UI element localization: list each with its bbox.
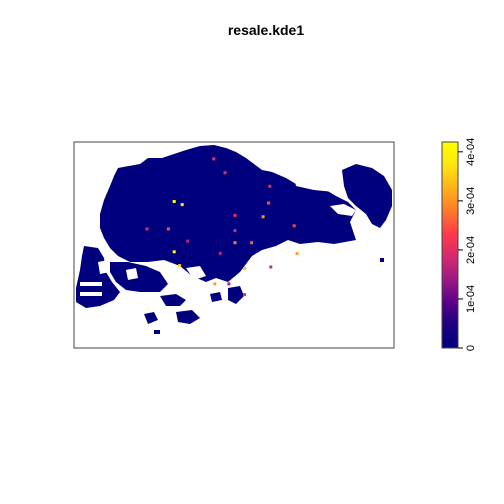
- east-peninsula: [342, 164, 392, 228]
- density-hotspot-22: [213, 282, 217, 286]
- density-hotspot-4: [267, 201, 271, 205]
- density-hotspots: [145, 157, 299, 297]
- density-hotspot-23: [243, 293, 247, 297]
- southern-island-2: [176, 310, 200, 324]
- southern-island-5: [210, 292, 222, 302]
- channel-river: [330, 204, 356, 216]
- plot-area: [73, 141, 395, 349]
- colorbar-tick-label-3: 2e-04: [465, 236, 477, 264]
- colorbar-tick-label-1: 0: [465, 345, 477, 351]
- density-hotspot-16: [172, 250, 176, 254]
- southern-island-3: [144, 312, 158, 324]
- colorbar-tick-label-2: 1e-04: [465, 285, 477, 313]
- density-hotspot-2: [223, 171, 227, 175]
- density-hotspot-7: [261, 215, 265, 219]
- colorbar-ticks: 0 1e-04 2e-04 3e-04 4e-04: [458, 138, 477, 351]
- plot-title: resale.kde1: [228, 22, 304, 38]
- colorbar: 0 1e-04 2e-04 3e-04 4e-04: [441, 138, 477, 351]
- southern-island-6: [154, 330, 160, 334]
- colorbar-tick-label-4: 3e-04: [465, 187, 477, 215]
- channel-east: [294, 176, 336, 192]
- main-island: [100, 145, 356, 282]
- density-hotspot-21: [269, 265, 273, 269]
- density-hotspot-12: [292, 224, 296, 228]
- density-hotspot-5: [172, 200, 176, 203]
- density-hotspot-20: [243, 267, 247, 271]
- density-hotspot-14: [233, 241, 237, 245]
- density-hotspot-24: [227, 282, 231, 286]
- density-hotspot-11: [233, 229, 237, 233]
- density-hotspot-8: [233, 213, 237, 217]
- southern-island-4: [228, 286, 244, 304]
- density-hotspot-18: [295, 251, 299, 255]
- west-stripe-1: [80, 282, 102, 286]
- density-hotspot-9: [145, 227, 149, 231]
- harbour-gap: [186, 266, 206, 280]
- density-hotspot-13: [186, 239, 190, 243]
- density-hotspot-3: [268, 184, 272, 188]
- density-hotspot-10: [166, 227, 170, 231]
- reservoir-sw: [126, 268, 138, 280]
- density-hotspot-19: [178, 264, 182, 268]
- density-hotspot-15: [250, 241, 254, 245]
- density-hotspot-17: [218, 251, 222, 255]
- colorbar-gradient: [441, 141, 459, 349]
- southern-island-1: [160, 294, 186, 306]
- singapore-density-surface: [76, 145, 392, 334]
- reservoir-west: [98, 260, 110, 274]
- south-west-area: [110, 262, 168, 292]
- water-gaps: [80, 176, 356, 296]
- west-stripe-2: [80, 292, 102, 296]
- northeast-islet: [380, 258, 384, 262]
- density-hotspot-1: [212, 157, 216, 161]
- colorbar-tick-label-5: 4e-04: [465, 138, 477, 166]
- density-hotspot-6: [180, 203, 184, 207]
